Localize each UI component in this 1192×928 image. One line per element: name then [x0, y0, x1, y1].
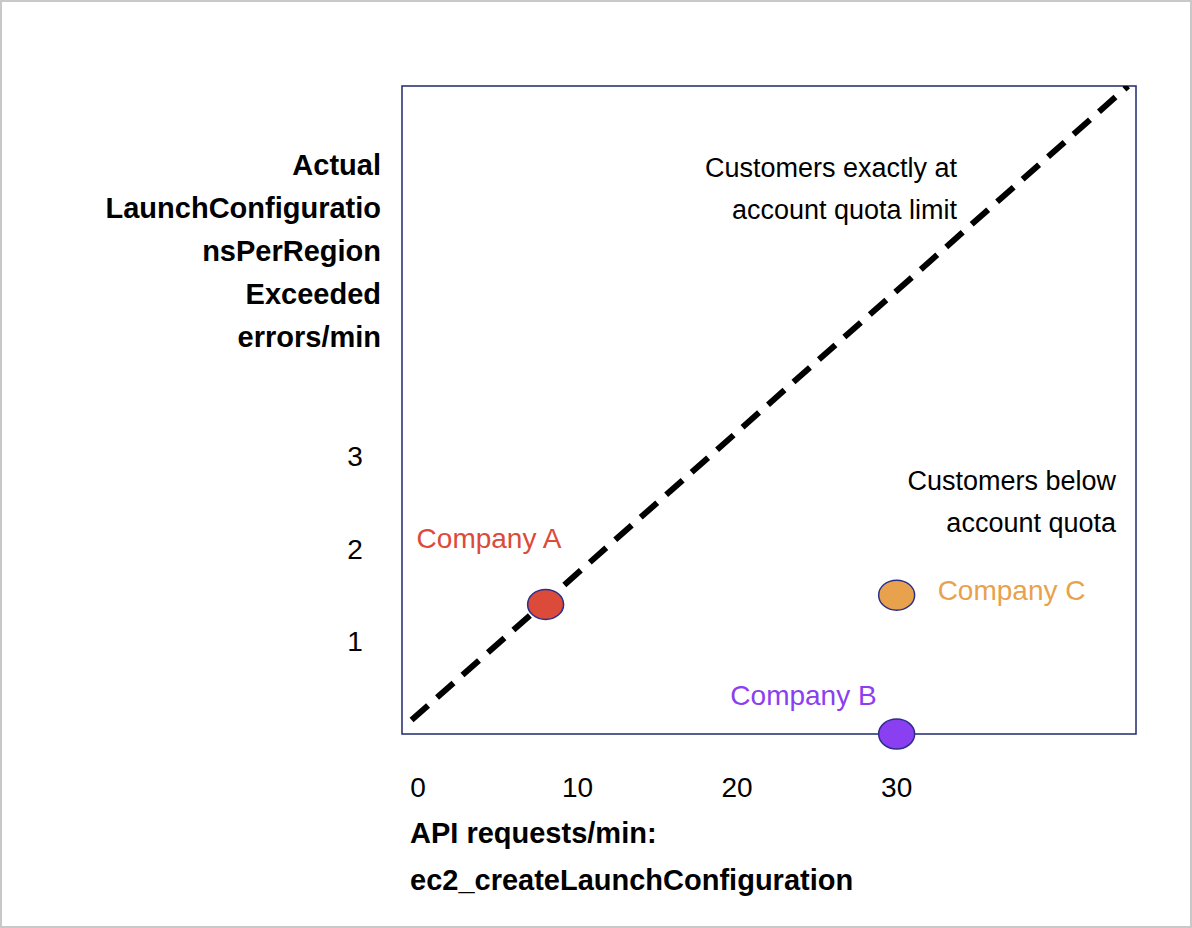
x-tick-label: 0 — [410, 772, 426, 803]
annotation: Customers below — [907, 466, 1116, 496]
data-point — [879, 580, 915, 610]
x-axis-label: API requests/min: — [410, 817, 657, 849]
chart-container: 0 10 20 30 1 2 3 Actual LaunchConfiguratio nsPerR… — [0, 0, 1192, 928]
y-axis-label: LaunchConfiguratio — [106, 192, 381, 224]
line-group — [412, 86, 1128, 720]
plot-frame — [402, 86, 1136, 734]
annotation: Customers exactly at — [705, 153, 958, 183]
data-point — [879, 719, 915, 749]
quota-line — [412, 86, 1128, 720]
x-tick-label: 30 — [881, 772, 912, 803]
y-axis-label: errors/min — [238, 321, 381, 353]
y-axis-label: Actual — [292, 149, 381, 181]
y-tick-label: 3 — [347, 441, 363, 472]
y-tick-label: 2 — [347, 534, 363, 565]
y-axis-label: Exceeded — [246, 278, 381, 310]
data-point — [528, 589, 564, 619]
point-label: Company C — [938, 575, 1086, 606]
y-tick-label: 1 — [347, 626, 363, 657]
x-axis-label: ec2_createLaunchConfiguration — [410, 864, 853, 896]
y-axis-label: nsPerRegion — [202, 235, 381, 267]
point-label: Company A — [417, 523, 562, 554]
x-tick-label: 20 — [722, 772, 753, 803]
annotation: account quota limit — [732, 195, 958, 225]
point-label: Company B — [730, 680, 876, 711]
chart-svg: 0 10 20 30 1 2 3 Actual LaunchConfiguratio nsPerR… — [0, 0, 1192, 928]
x-tick-label: 10 — [562, 772, 593, 803]
outer-border — [1, 1, 1191, 927]
point-group — [528, 580, 915, 749]
annotation: account quota — [946, 508, 1117, 538]
